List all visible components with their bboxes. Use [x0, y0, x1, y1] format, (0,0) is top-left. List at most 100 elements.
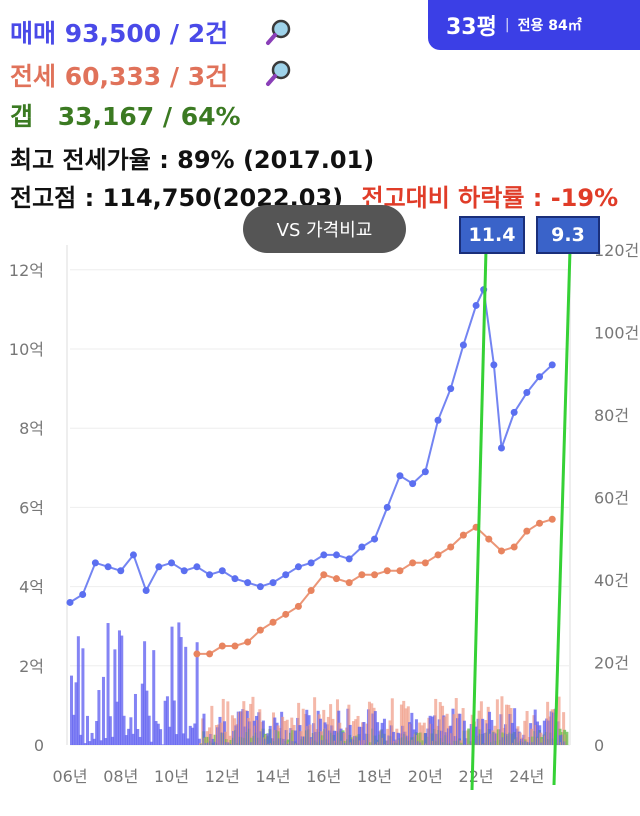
volume-bar	[122, 715, 126, 745]
badge-separator: |	[504, 17, 510, 33]
volume-bar	[131, 733, 135, 745]
sale-search-icon[interactable]	[264, 17, 294, 47]
series-point-1	[409, 559, 417, 567]
x-tick-label: 06년	[52, 767, 87, 786]
volume-bar	[129, 717, 133, 745]
volume-bar	[392, 731, 396, 745]
volume-bar	[81, 648, 85, 745]
volume-bar	[163, 700, 167, 745]
volume-bar	[186, 738, 190, 745]
series-point-0	[129, 551, 137, 559]
series-point-0	[345, 555, 353, 563]
series-point-0	[459, 341, 467, 349]
y2-tick-label: 40건	[594, 571, 629, 590]
volume-bar	[168, 726, 172, 745]
series-point-1	[345, 579, 353, 587]
volume-bar	[285, 719, 289, 745]
vs-price-compare-button[interactable]: VS 가격비교	[243, 205, 406, 253]
volume-bar	[404, 708, 408, 745]
series-point-0	[269, 579, 277, 587]
volume-bar	[79, 734, 83, 745]
y-tick-label: 6억	[19, 498, 44, 517]
y2-tick-label: 0	[594, 736, 604, 755]
series-point-0	[409, 480, 417, 488]
series-point-1	[206, 650, 214, 658]
volume-bar	[458, 713, 462, 745]
series-point-1	[231, 642, 239, 650]
volume-bar	[111, 736, 115, 745]
series-point-0	[421, 468, 429, 476]
x-tick-label: 16년	[306, 767, 341, 786]
x-tick-label: 12년	[205, 767, 240, 786]
series-point-1	[434, 551, 442, 559]
series-point-0	[320, 551, 328, 559]
series-point-0	[332, 551, 340, 559]
jeonse-summary: 전세 60,333 / 3건	[10, 57, 228, 93]
volume-bar	[373, 711, 377, 745]
volume-bar	[175, 734, 179, 745]
series-point-0	[231, 575, 239, 583]
volume-bar	[72, 714, 76, 745]
series-point-1	[282, 610, 290, 618]
volume-bar	[108, 716, 112, 745]
volume-bar	[140, 683, 144, 745]
volume-bar	[424, 733, 428, 745]
volume-bar	[74, 682, 78, 745]
volume-bar	[430, 716, 434, 745]
series-point-0	[256, 583, 264, 591]
volume-bar	[505, 704, 509, 745]
y2-axis-labels: 0 20건 40건 60건 80건 100건 120건	[594, 241, 639, 755]
volume-bar	[462, 720, 466, 745]
volume-bar	[362, 721, 366, 745]
series-point-0	[117, 567, 125, 575]
gap-value: 33,167 / 64%	[57, 102, 241, 131]
jeonse-search-icon[interactable]	[264, 58, 294, 88]
series-point-0	[548, 361, 556, 369]
volume-bar	[396, 732, 400, 745]
series-point-1	[294, 602, 302, 610]
price-lines	[66, 286, 556, 658]
y-tick-label: 2억	[19, 657, 44, 676]
volume-bar	[224, 731, 228, 745]
series-point-0	[434, 416, 442, 424]
y-tick-label: 4억	[19, 578, 44, 597]
series-point-0	[66, 598, 74, 606]
volume-bar	[351, 721, 355, 745]
volume-bar	[367, 701, 371, 745]
volume-bar	[230, 715, 234, 745]
volume-bar	[115, 701, 119, 745]
jeonse-prefix: 전세	[10, 62, 57, 91]
volume-bar	[308, 724, 312, 745]
x-tick-label: 22년	[459, 767, 494, 786]
series-point-0	[307, 559, 315, 567]
series-point-0	[510, 408, 518, 416]
gap-prefix: 갭	[10, 102, 34, 131]
volume-bar	[156, 723, 160, 745]
volume-bar	[242, 701, 246, 745]
gap-summary: 갭 33,167 / 64%	[10, 97, 241, 133]
series-point-0	[536, 373, 544, 381]
size-badge[interactable]: 33평 | 전용 84㎡	[428, 0, 640, 50]
volume-bar	[535, 721, 539, 745]
volume-bar	[226, 701, 230, 745]
volume-bar	[297, 702, 301, 745]
volume-bar	[268, 725, 272, 745]
volume-bar	[339, 728, 343, 745]
y2-tick-label: 20건	[594, 654, 629, 673]
jeonse-value: 60,333 / 3건	[64, 62, 229, 91]
series-point-0	[383, 503, 391, 511]
volume-bar	[410, 712, 414, 745]
volume-bar	[76, 636, 80, 745]
volume-bar	[161, 744, 165, 745]
volume-bar	[357, 726, 361, 745]
volume-bar	[281, 716, 285, 745]
annotation-line-1	[470, 249, 488, 791]
volume-bar	[210, 705, 214, 745]
volume-bar	[258, 709, 262, 745]
volume-bar	[565, 731, 569, 745]
series-point-1	[332, 575, 340, 583]
series-point-1	[371, 571, 379, 579]
x-tick-label: 18년	[357, 767, 392, 786]
y2-tick-label: 120건	[594, 241, 639, 260]
volume-bar	[147, 715, 151, 745]
